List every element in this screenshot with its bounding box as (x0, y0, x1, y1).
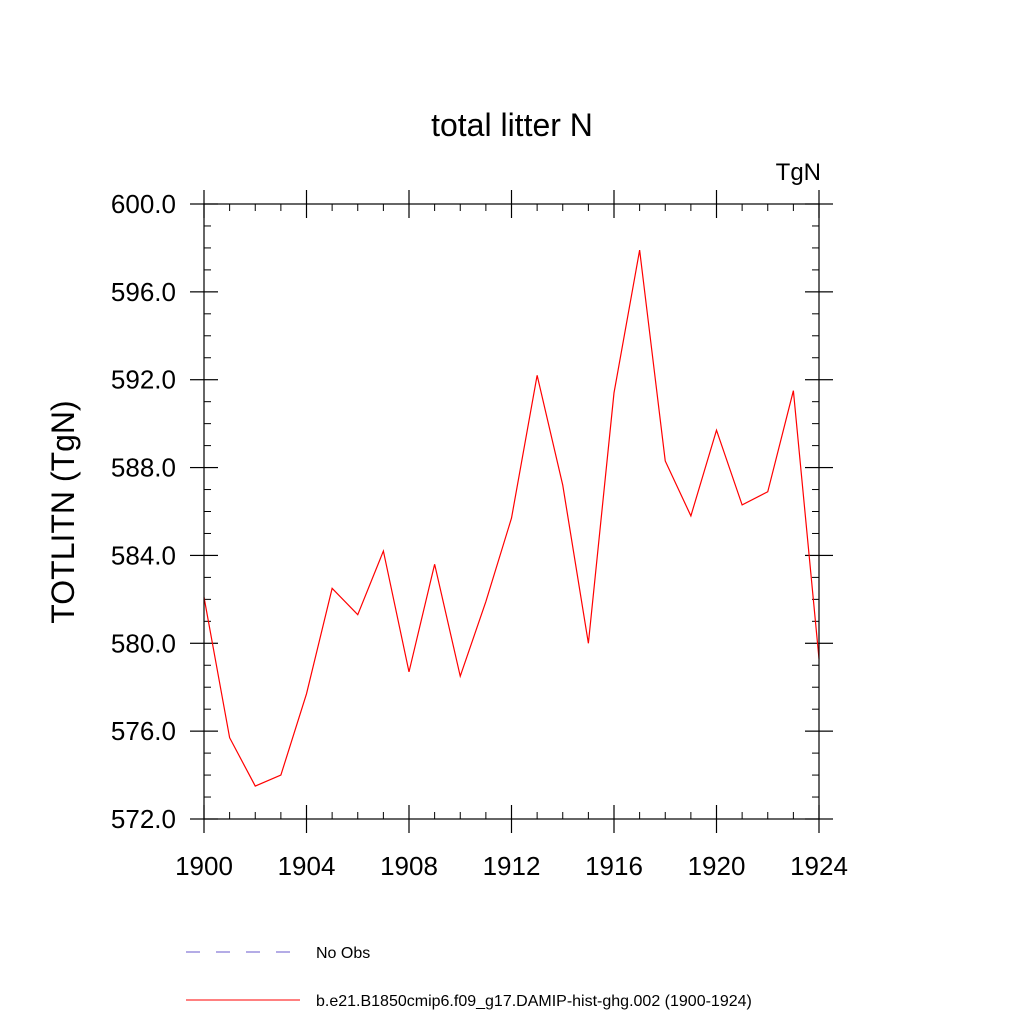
y-tick-label: 572.0 (111, 804, 176, 834)
y-tick-label: 588.0 (111, 453, 176, 483)
axis-tick-labels: 1900 1904 1908 1912 1916 1920 1924 572.0 576.0 58… (111, 189, 848, 881)
x-tick-label: 1920 (688, 851, 746, 881)
x-tick-label: 1908 (380, 851, 438, 881)
series-layer (203, 250, 820, 787)
x-tick-label: 1900 (175, 851, 233, 881)
y-tick-label: 580.0 (111, 628, 176, 658)
legend-label: b.e21.B1850cmip6.f09_g17.DAMIP-hist-ghg.… (316, 993, 752, 1010)
x-tick-label: 1924 (790, 851, 848, 881)
y-tick-label: 584.0 (111, 540, 176, 570)
y-tick-label: 576.0 (111, 716, 176, 746)
legend-label: No Obs (316, 945, 370, 962)
y-tick-label: 592.0 (111, 365, 176, 395)
legend: No Obs b.e21.B1850cmip6.f09_g17.DAMIP-his… (186, 945, 752, 1010)
x-tick-label: 1916 (585, 851, 643, 881)
chart-title: total litter N (431, 107, 593, 143)
axis-ticks (190, 190, 833, 833)
y-axis-label: TOTLITN (TgN) (45, 400, 81, 623)
units-label: TgN (776, 159, 821, 186)
y-tick-label: 600.0 (111, 189, 176, 219)
plot-frame (203, 203, 820, 820)
y-tick-label: 596.0 (111, 277, 176, 307)
x-tick-label: 1904 (278, 851, 336, 881)
series-line (203, 250, 820, 787)
x-tick-label: 1912 (483, 851, 541, 881)
